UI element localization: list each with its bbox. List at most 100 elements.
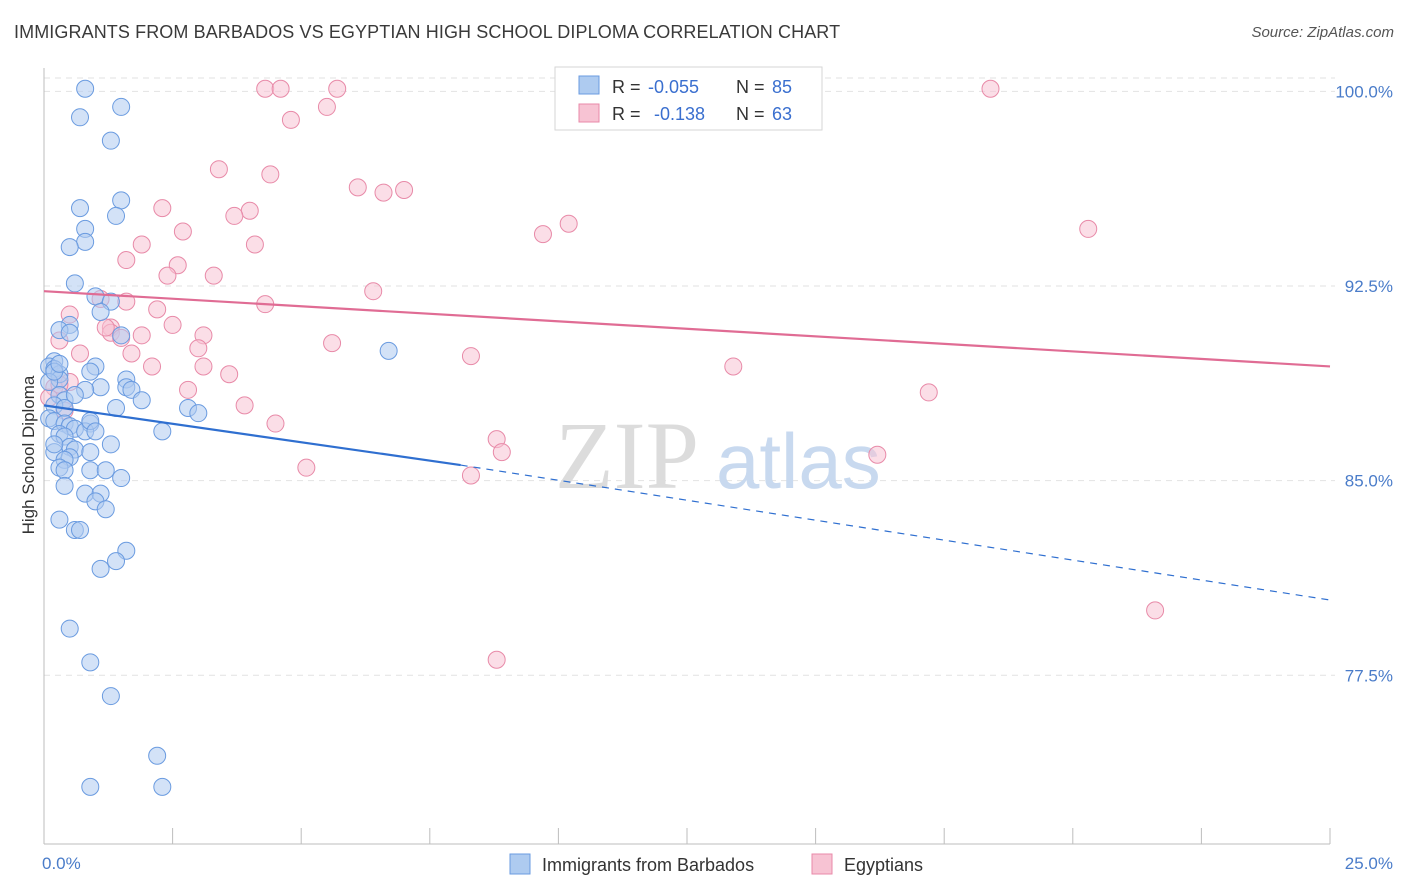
barbados-point	[81, 443, 100, 462]
egyptians-point	[461, 466, 480, 485]
y-tick-label: 100.0%	[1335, 82, 1393, 101]
barbados-point	[112, 469, 131, 488]
egyptians-point	[559, 214, 578, 233]
bottom-legend-swatch-blue	[509, 853, 531, 875]
egyptians-point	[132, 235, 151, 254]
egyptians-point	[96, 318, 115, 337]
watermark: ZIP atlas	[555, 402, 881, 509]
barbados-point	[71, 199, 90, 218]
barbados-point	[81, 653, 100, 672]
barbados-point	[189, 404, 208, 423]
barbados-point	[91, 559, 110, 578]
egyptians-point	[1079, 219, 1098, 238]
barbados-point	[132, 391, 151, 410]
legend-r-label: R =	[612, 104, 641, 124]
egyptians-point	[71, 344, 90, 363]
egyptians-point	[919, 383, 938, 402]
egyptians-point	[533, 225, 552, 244]
barbados-point	[81, 362, 100, 381]
barbados-point	[81, 777, 100, 796]
legend: R = -0.055 N = 85 R = -0.138 N = 63	[554, 66, 823, 131]
egyptians-point	[395, 180, 414, 199]
barbados-point	[65, 274, 84, 293]
barbados-point	[101, 687, 120, 706]
egyptians-point	[225, 206, 244, 225]
egyptians-point	[271, 79, 290, 98]
egyptians-point	[209, 160, 228, 179]
egyptians-point	[461, 347, 480, 366]
barbados-point	[55, 461, 74, 480]
egyptians-point	[158, 266, 177, 285]
egyptians-point	[132, 326, 151, 345]
egyptians-point	[220, 365, 239, 384]
egyptians-point	[868, 445, 887, 464]
egyptians-point	[256, 79, 275, 98]
egyptians-point	[261, 165, 280, 184]
barbados-point	[112, 191, 131, 210]
egyptians-point	[348, 178, 367, 197]
watermark-atlas: atlas	[716, 417, 881, 505]
egyptians-point	[317, 97, 336, 116]
barbados-point	[96, 500, 115, 519]
chart-source: Source: ZipAtlas.com	[1251, 24, 1394, 41]
egyptians-point	[364, 282, 383, 301]
barbados-point	[153, 777, 172, 796]
barbados-point	[50, 354, 69, 373]
egyptians-point	[487, 650, 506, 669]
egyptians-point	[240, 201, 259, 220]
barbados-point	[96, 461, 115, 480]
legend-n-label: N =	[736, 77, 765, 97]
egyptians-point	[266, 414, 285, 433]
barbados-point	[60, 619, 79, 638]
barbados-point	[45, 435, 64, 454]
egyptians-point	[235, 396, 254, 415]
y-tick-label: 85.0%	[1345, 472, 1393, 491]
barbados-point	[81, 461, 100, 480]
barbados-trend-line	[43, 404, 461, 467]
bottom-legend: Immigrants from Barbados Egyptians	[509, 853, 923, 875]
barbados-point	[86, 287, 105, 306]
egyptians-point	[148, 300, 167, 319]
legend-swatch-blue	[578, 75, 600, 95]
legend-n-value: 63	[772, 104, 792, 124]
bottom-legend-swatch-pink	[811, 853, 833, 875]
x-tick-label: 25.0%	[1345, 854, 1393, 873]
barbados-point	[71, 108, 90, 127]
egyptians-point	[297, 458, 316, 477]
barbados-point	[107, 206, 126, 225]
legend-swatch-pink	[578, 103, 600, 123]
barbados-trend-extension	[460, 464, 1331, 601]
legend-r-value: -0.055	[648, 77, 699, 97]
egyptians-point	[981, 79, 1000, 98]
barbados-point	[60, 323, 79, 342]
egyptians-point	[323, 334, 342, 353]
barbados-point	[76, 79, 95, 98]
y-axis-label: High School Diploma	[19, 375, 38, 534]
egyptians-point	[1146, 601, 1165, 620]
barbados-point	[101, 435, 120, 454]
bottom-legend-barbados: Immigrants from Barbados	[542, 855, 754, 875]
barbados-point	[379, 341, 398, 360]
x-tick-label: 0.0%	[42, 854, 81, 873]
barbados-point	[60, 238, 79, 257]
y-tick-label: 77.5%	[1345, 666, 1393, 685]
legend-r-value: -0.138	[654, 104, 705, 124]
barbados-point	[86, 422, 105, 441]
barbados-point	[76, 232, 95, 251]
barbados-point	[112, 97, 131, 116]
series-barbados-points	[40, 79, 398, 796]
egyptians-point	[245, 235, 264, 254]
egyptians-point	[374, 183, 393, 202]
y-tick-labels: 77.5% 85.0% 92.5% 100.0%	[1335, 82, 1393, 685]
egyptians-point	[163, 315, 182, 334]
egyptians-point	[204, 266, 223, 285]
egyptians-point	[189, 339, 208, 358]
egyptians-point	[173, 222, 192, 241]
egyptians-point	[724, 357, 743, 376]
egyptians-point	[179, 380, 198, 399]
watermark-zip: ZIP	[555, 402, 699, 509]
egyptians-point	[194, 357, 213, 376]
barbados-point	[65, 386, 84, 405]
chart-title: IMMIGRANTS FROM BARBADOS VS EGYPTIAN HIG…	[14, 22, 841, 42]
